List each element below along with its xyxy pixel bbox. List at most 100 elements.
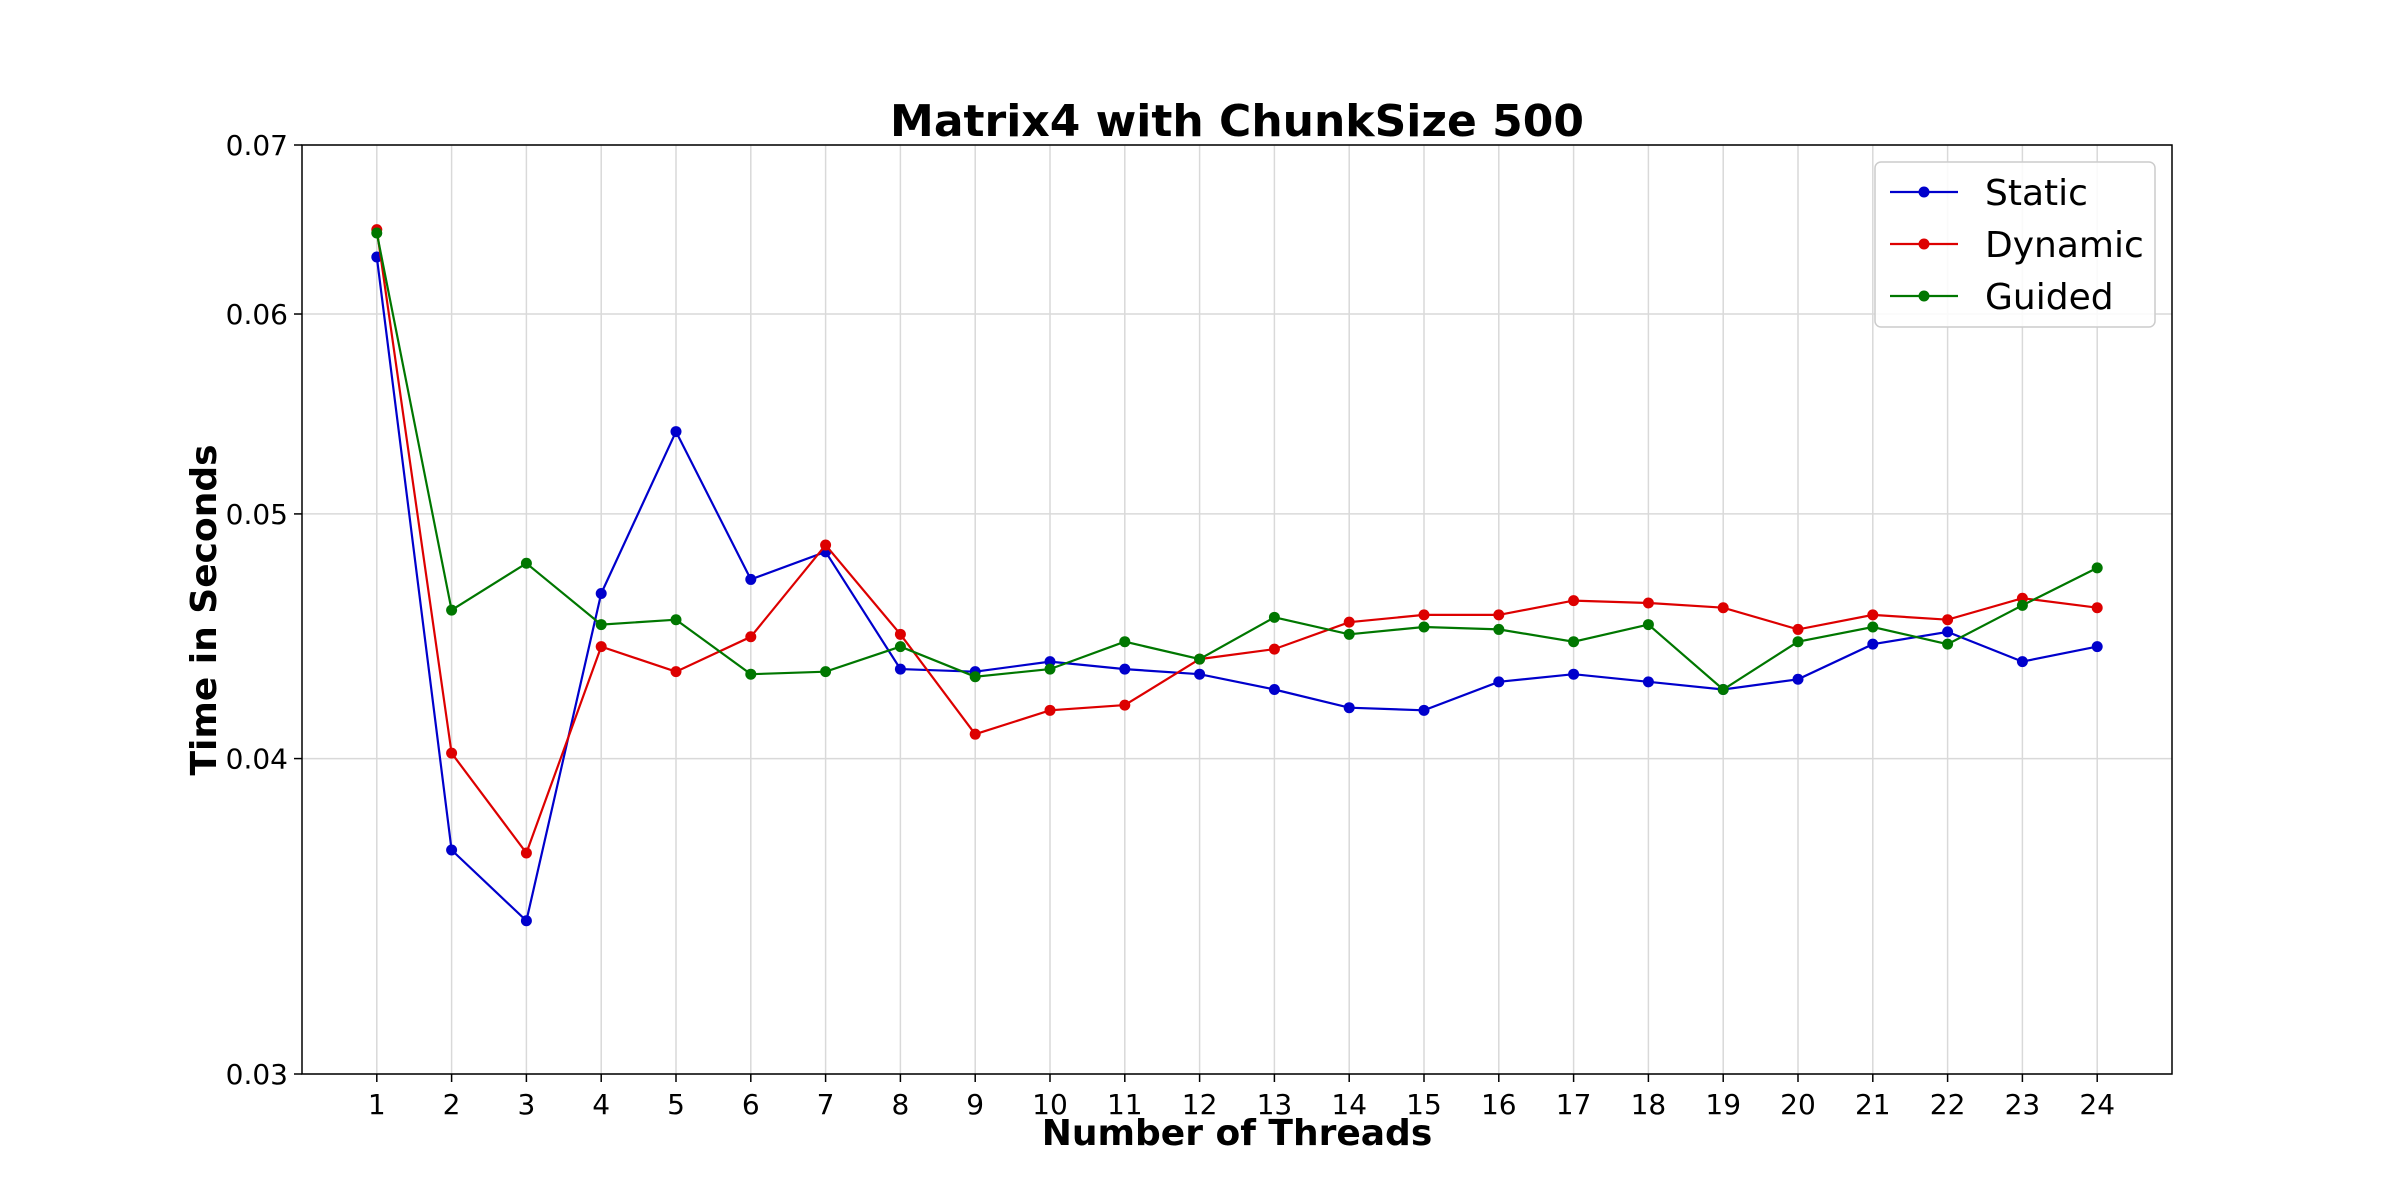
data-point-guided (1268, 611, 1280, 623)
data-point-static (2016, 656, 2028, 668)
data-point-guided (1044, 663, 1056, 675)
data-point-dynamic (820, 539, 832, 551)
x-tick-label: 1 (368, 1088, 386, 1121)
chart-title: Matrix4 with ChunkSize 500 (890, 96, 1584, 147)
data-point-guided (969, 671, 981, 683)
data-point-guided (446, 604, 458, 616)
data-point-dynamic (1493, 609, 1505, 621)
x-tick-label: 4 (592, 1088, 610, 1121)
x-tick-label: 22 (1930, 1088, 1966, 1121)
legend[interactable]: Static Dynamic Guided (1874, 161, 2156, 328)
data-point-static (1942, 626, 1954, 638)
data-point-guided (1642, 619, 1654, 631)
data-point-guided (670, 614, 682, 626)
x-tick-label: 8 (891, 1088, 909, 1121)
data-point-guided (1493, 623, 1505, 635)
data-point-static (1194, 668, 1206, 680)
data-point-guided (595, 619, 607, 631)
data-point-guided (520, 557, 532, 569)
legend-box (1874, 161, 2156, 328)
x-tick-label: 15 (1406, 1088, 1442, 1121)
series-line-guided (375, 232, 2098, 691)
data-point-guided (1119, 636, 1131, 648)
x-tick-label: 18 (1631, 1088, 1667, 1121)
series-line-dynamic (375, 229, 2098, 856)
data-point-static (1343, 702, 1355, 714)
y-tick-label: 0.06 (226, 298, 288, 331)
data-point-guided (1568, 636, 1580, 648)
x-tick-label: 17 (1556, 1088, 1592, 1121)
data-point-static (595, 587, 607, 599)
data-point-dynamic (1568, 595, 1580, 607)
data-point-guided (1792, 636, 1804, 648)
series-line-static (375, 256, 2098, 923)
data-point-guided (1942, 638, 1954, 650)
data-point-static (2091, 641, 2103, 653)
data-point-dynamic (1418, 609, 1430, 621)
y-axis-title: Time in Seconds (184, 444, 225, 775)
data-point-dynamic (2091, 602, 2103, 614)
data-point-dynamic (1792, 623, 1804, 635)
data-point-static (745, 573, 757, 585)
x-tick-label: 12 (1182, 1088, 1218, 1121)
x-tick-label: 20 (1780, 1088, 1816, 1121)
legend-marker-guided (1918, 290, 1930, 302)
data-point-dynamic (670, 666, 682, 678)
y-tick-label: 0.04 (226, 743, 288, 776)
data-point-dynamic (1717, 602, 1729, 614)
plot-frame (301, 144, 2173, 1075)
data-point-dynamic (1942, 614, 1954, 626)
data-point-static (1268, 684, 1280, 696)
data-point-dynamic (520, 847, 532, 859)
data-point-dynamic (1343, 616, 1355, 628)
x-tick-label: 10 (1032, 1088, 1068, 1121)
data-point-static (670, 426, 682, 438)
data-point-static (446, 844, 458, 856)
data-point-guided (1867, 621, 1879, 633)
x-tick-label: 11 (1107, 1088, 1143, 1121)
data-point-static (1044, 656, 1056, 668)
data-point-dynamic (745, 631, 757, 643)
x-tick-label: 9 (966, 1088, 984, 1121)
x-tick-label: 2 (443, 1088, 461, 1121)
x-tick-label: 16 (1481, 1088, 1517, 1121)
y-tick-label: 0.03 (226, 1058, 288, 1091)
x-tick-label: 14 (1331, 1088, 1367, 1121)
legend-label-static: Static (1985, 173, 2088, 214)
data-point-dynamic (1119, 699, 1131, 711)
data-point-guided (1717, 684, 1729, 696)
data-point-static (1642, 676, 1654, 688)
data-point-dynamic (894, 628, 906, 640)
data-point-guided (745, 668, 757, 680)
data-point-static (894, 663, 906, 675)
data-point-guided (371, 227, 383, 239)
x-tick-label: 3 (517, 1088, 535, 1121)
data-point-static (1493, 676, 1505, 688)
x-tick-label: 23 (2005, 1088, 2041, 1121)
data-point-dynamic (1642, 597, 1654, 609)
data-point-static (1867, 638, 1879, 650)
data-point-static (1792, 673, 1804, 685)
data-point-static (520, 915, 532, 927)
data-point-dynamic (1268, 643, 1280, 655)
data-point-guided (820, 666, 832, 678)
x-axis-title: Number of Threads (1042, 1113, 1433, 1154)
x-tick-label: 7 (817, 1088, 835, 1121)
x-tick-label: 13 (1257, 1088, 1293, 1121)
x-tick-label: 5 (667, 1088, 685, 1121)
data-point-guided (1343, 628, 1355, 640)
data-point-guided (894, 641, 906, 653)
x-axis: 1 2 3 4 5 6 7 8 9 10 11 12 13 14 15 16 17 18 19 20 21 22 23 24 (368, 1074, 2115, 1121)
data-point-static (1568, 668, 1580, 680)
x-tick-label: 19 (1705, 1088, 1741, 1121)
data-point-guided (1418, 621, 1430, 633)
data-point-guided (1194, 653, 1206, 665)
legend-label-dynamic: Dynamic (1985, 225, 2144, 266)
data-point-dynamic (1044, 704, 1056, 716)
y-tick-label: 0.05 (226, 498, 288, 531)
data-point-guided (2016, 599, 2028, 611)
legend-marker-dynamic (1918, 238, 1930, 250)
x-tick-label: 6 (742, 1088, 760, 1121)
x-tick-label: 24 (2079, 1088, 2115, 1121)
